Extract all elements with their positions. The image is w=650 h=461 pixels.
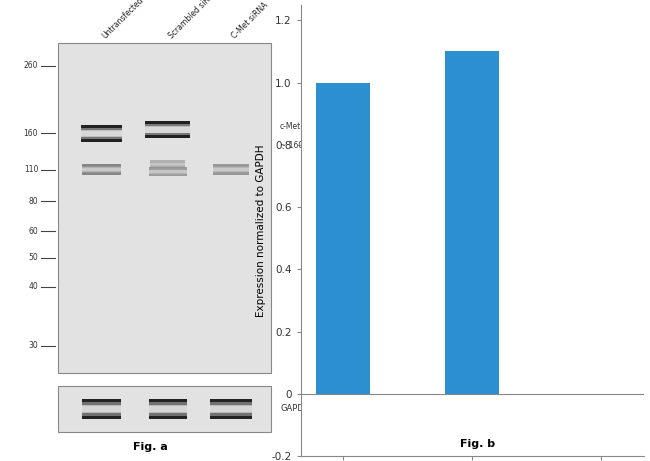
Bar [149, 399, 187, 419]
Bar [213, 166, 249, 173]
Bar [81, 130, 122, 137]
Text: 40: 40 [29, 283, 38, 291]
Bar [83, 164, 121, 175]
Bar [83, 405, 121, 413]
Text: Fig. b: Fig. b [460, 438, 495, 449]
Bar [83, 402, 121, 416]
Bar [149, 171, 187, 173]
Bar [150, 163, 185, 165]
Bar [210, 405, 252, 413]
Bar [83, 166, 121, 173]
Bar [58, 386, 272, 431]
Text: 110: 110 [24, 165, 38, 174]
Bar [81, 128, 122, 139]
Bar [149, 170, 187, 173]
Text: 50: 50 [29, 253, 38, 262]
Y-axis label: Expression normalized to GAPDH: Expression normalized to GAPDH [256, 144, 266, 317]
Text: 260: 260 [23, 61, 38, 70]
Text: Scrambled siRNA: Scrambled siRNA [167, 0, 220, 41]
Bar [213, 168, 249, 171]
Bar [149, 169, 187, 175]
Text: Fig. a: Fig. a [133, 442, 168, 452]
Text: c-Met: c-Met [280, 122, 302, 131]
Bar [83, 164, 121, 175]
Bar [210, 399, 252, 419]
Bar [81, 130, 122, 136]
Bar [150, 160, 185, 168]
Bar [149, 406, 187, 412]
Bar [213, 167, 249, 171]
Bar [210, 405, 252, 413]
Bar [149, 171, 187, 173]
Bar [83, 399, 121, 419]
Bar [150, 160, 185, 168]
Bar [145, 121, 190, 138]
Text: 30: 30 [29, 341, 38, 350]
Bar [83, 405, 121, 413]
Bar [149, 167, 187, 176]
Bar [149, 170, 187, 173]
Bar [149, 167, 187, 176]
Bar [81, 125, 122, 142]
Bar [81, 130, 122, 137]
Bar [150, 163, 185, 165]
Bar [145, 127, 190, 133]
Bar [83, 399, 121, 419]
Bar [210, 406, 252, 412]
Text: ~ 160 kDa: ~ 160 kDa [280, 142, 321, 150]
Bar [83, 167, 121, 171]
Bar [213, 164, 249, 175]
Text: Untransfected: Untransfected [101, 0, 146, 41]
Bar [149, 402, 187, 416]
Bar [83, 167, 121, 171]
Bar [150, 161, 185, 166]
Text: C-Met siRNA: C-Met siRNA [231, 1, 270, 41]
Bar [145, 121, 190, 138]
Bar [213, 167, 249, 171]
Bar [145, 126, 190, 133]
Bar [81, 130, 122, 136]
Bar [149, 399, 187, 419]
Bar [83, 406, 121, 412]
Bar [149, 405, 187, 413]
Bar [210, 399, 252, 419]
Bar [150, 161, 185, 166]
Bar [145, 124, 190, 136]
Bar [83, 168, 121, 171]
Bar [149, 169, 187, 175]
Bar [145, 124, 190, 136]
Bar [317, 83, 370, 394]
Bar [83, 402, 121, 416]
Bar [150, 163, 185, 165]
Bar [81, 128, 122, 139]
Bar [150, 163, 185, 165]
Bar [149, 402, 187, 416]
Text: GAPDH: GAPDH [280, 404, 310, 414]
Bar [210, 402, 252, 416]
Text: 160: 160 [23, 129, 38, 138]
Bar [81, 125, 122, 142]
Bar [213, 164, 249, 175]
Bar [58, 43, 272, 373]
Bar [149, 405, 187, 413]
Bar [83, 166, 121, 173]
Bar [83, 406, 121, 412]
Bar [83, 168, 121, 171]
Text: 80: 80 [29, 197, 38, 206]
Bar [145, 127, 190, 133]
Bar [145, 126, 190, 133]
Bar [445, 51, 499, 394]
Bar [149, 406, 187, 412]
Bar [210, 406, 252, 412]
Text: 60: 60 [29, 227, 38, 236]
Bar [213, 166, 249, 173]
Bar [213, 168, 249, 171]
Bar [210, 402, 252, 416]
